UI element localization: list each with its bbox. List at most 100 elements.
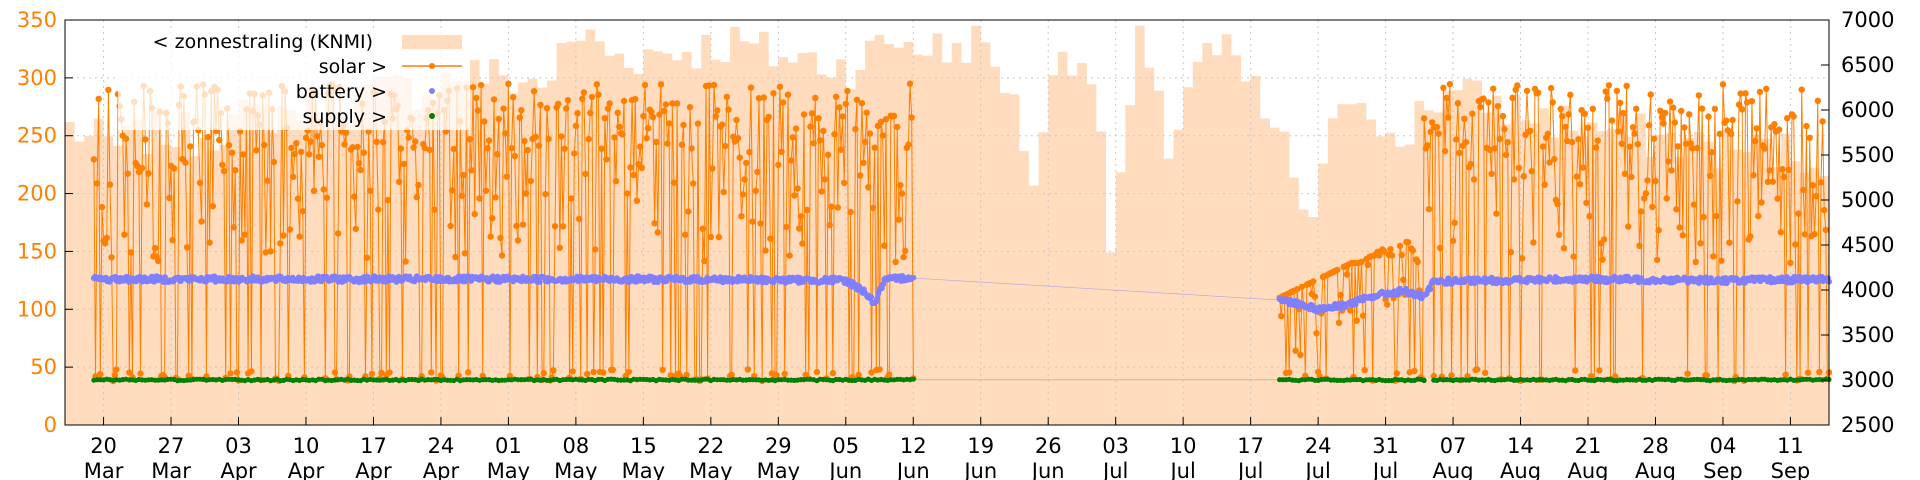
right-tick-label: 4000	[1841, 278, 1894, 302]
legend-label-solar: solar >	[319, 56, 387, 78]
irradiance-area	[65, 25, 1829, 426]
x-tick-month: Jul	[1236, 459, 1263, 480]
right-tick-label: 5000	[1841, 188, 1894, 212]
right-tick-label: 5500	[1841, 143, 1894, 167]
x-tick-day: 31	[1372, 434, 1399, 458]
left-tick-label: 150	[17, 239, 57, 263]
x-tick-month: Aug	[1433, 459, 1474, 480]
x-tick-month: Apr	[423, 459, 460, 480]
right-tick-label: 2500	[1841, 413, 1894, 437]
x-tick-day: 01	[495, 434, 522, 458]
x-tick-day: 04	[1710, 434, 1737, 458]
x-tick-month: Mar	[84, 459, 124, 480]
x-tick-month: May	[689, 459, 732, 480]
x-tick-month: Aug	[1568, 459, 1609, 480]
x-tick-day: 03	[1102, 434, 1129, 458]
solar-line	[93, 83, 914, 383]
x-tick-month: May	[487, 459, 530, 480]
right-tick-label: 6000	[1841, 98, 1894, 122]
x-tick-month: May	[757, 459, 800, 480]
plot-border	[64, 19, 1830, 426]
legend: < zonnestraling (KNMI) solar > battery >…	[118, 30, 470, 130]
x-tick-month: Sep	[1703, 459, 1743, 480]
irradiance-area-layer	[65, 25, 1829, 426]
left-tick-label: 300	[17, 66, 57, 90]
legend-label-battery: battery >	[296, 81, 387, 103]
x-tick-month: Jun	[962, 459, 997, 480]
x-tick-day: 22	[697, 434, 724, 458]
x-tick-day: 14	[1507, 434, 1534, 458]
x-tick-day: 10	[1170, 434, 1197, 458]
x-tick-month: Sep	[1771, 459, 1811, 480]
legend-label-irradiance: < zonnestraling (KNMI)	[153, 31, 373, 53]
battery-point	[880, 281, 887, 288]
supply-point	[910, 376, 916, 382]
x-tick-day: 07	[1440, 434, 1467, 458]
x-tick-month: Jul	[1101, 459, 1128, 480]
plot-frame	[64, 19, 1830, 426]
x-tick-day: 19	[967, 434, 994, 458]
x-axis-ticks: 20Mar27Mar03Apr10Apr17Apr24Apr01May08May…	[84, 417, 1810, 480]
legend-marker-supply	[429, 113, 435, 119]
right-tick-label: 4500	[1841, 233, 1894, 257]
x-tick-month: Jul	[1168, 459, 1195, 480]
right-tick-label: 6500	[1841, 53, 1894, 77]
x-tick-day: 20	[90, 434, 117, 458]
battery-series-layer	[90, 273, 1832, 315]
x-tick-day: 15	[630, 434, 657, 458]
solar-line	[1279, 84, 1830, 382]
x-tick-month: Apr	[220, 459, 257, 480]
x-tick-month: Apr	[355, 459, 392, 480]
supply-point	[1421, 377, 1427, 384]
x-tick-month: Aug	[1635, 459, 1676, 480]
x-tick-month: Mar	[151, 459, 191, 480]
x-tick-month: Jul	[1303, 459, 1330, 480]
left-axis-ticks: 0 50 100 150 200 250 300 350	[17, 8, 73, 437]
battery-point	[868, 293, 875, 300]
x-tick-day: 27	[158, 434, 185, 458]
x-tick-day: 17	[1237, 434, 1264, 458]
battery-point	[536, 279, 543, 285]
x-tick-day: 05	[832, 434, 859, 458]
x-tick-day: 21	[1575, 434, 1602, 458]
x-tick-day: 08	[563, 434, 590, 458]
x-tick-day: 24	[1305, 434, 1332, 458]
x-tick-day: 29	[765, 434, 792, 458]
legend-marker-solar	[429, 63, 435, 69]
left-tick-label: 50	[30, 355, 57, 379]
x-tick-month: Jun	[1030, 459, 1065, 480]
left-tick-label: 100	[17, 297, 57, 321]
right-axis-ticks: 2500 3000 3500 4000 4500 5000 5500 6000 6500 7000	[1821, 8, 1894, 437]
legend-label-supply: supply >	[302, 106, 387, 128]
battery-gap-line	[913, 277, 1280, 301]
left-tick-label: 350	[17, 8, 57, 32]
x-tick-day: 10	[293, 434, 320, 458]
battery-point	[874, 295, 881, 302]
x-tick-day: 17	[360, 434, 387, 458]
left-tick-label: 250	[17, 124, 57, 148]
x-tick-month: Aug	[1500, 459, 1541, 480]
x-tick-day: 03	[225, 434, 252, 458]
x-tick-day: 28	[1642, 434, 1669, 458]
x-tick-month: May	[622, 459, 665, 480]
x-tick-month: Jun	[827, 459, 862, 480]
legend-swatch-irradiance	[402, 35, 462, 49]
left-tick-label: 200	[17, 182, 57, 206]
x-tick-month: May	[554, 459, 597, 480]
x-tick-month: Jun	[895, 459, 930, 480]
x-tick-day: 12	[900, 434, 927, 458]
battery-point	[533, 273, 540, 280]
battery-point	[1352, 301, 1359, 308]
battery-point	[1427, 286, 1434, 293]
x-tick-day: 26	[1035, 434, 1062, 458]
right-tick-label: 7000	[1841, 8, 1894, 32]
legend-marker-battery	[429, 88, 435, 94]
right-tick-label: 3500	[1841, 323, 1894, 347]
x-tick-day: 11	[1777, 434, 1804, 458]
left-tick-label: 0	[44, 413, 57, 437]
right-tick-label: 3000	[1841, 368, 1894, 392]
x-tick-month: Jul	[1371, 459, 1398, 480]
x-tick-month: Apr	[288, 459, 325, 480]
x-tick-day: 24	[428, 434, 455, 458]
